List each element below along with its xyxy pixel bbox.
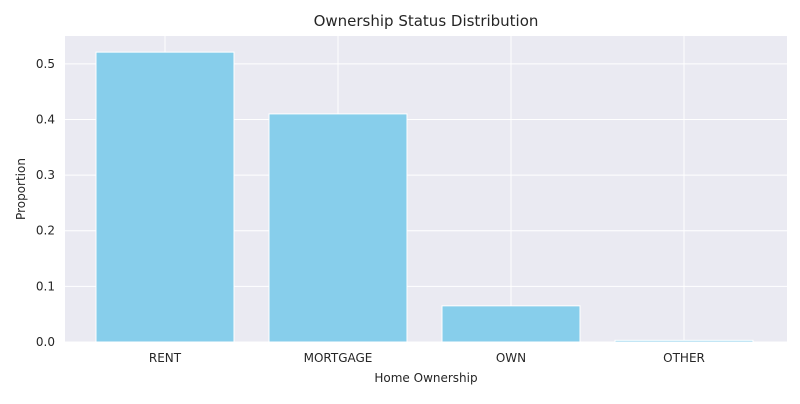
bar-rent [95,51,235,343]
chart-title: Ownership Status Distribution [314,12,539,30]
x-tick-label: OTHER [663,351,705,365]
bar-other [614,339,754,343]
x-tick-label: OWN [496,351,526,365]
y-tick-label: 0.1 [36,279,55,293]
x-tick-label: RENT [149,351,182,365]
y-tick-label: 0.0 [36,335,55,349]
y-axis-label: Proportion [14,158,28,220]
x-axis-label: Home Ownership [374,371,477,385]
y-tick-label: 0.2 [36,224,55,238]
y-tick-labels: 0.0 0.1 0.2 0.3 0.4 0.5 [36,57,55,349]
bars [95,51,754,343]
y-tick-label: 0.3 [36,168,55,182]
bar-mortgage [268,113,408,343]
x-tick-labels: RENT MORTGAGE OWN OTHER [149,351,705,365]
y-tick-label: 0.4 [36,112,55,126]
x-tick-label: MORTGAGE [304,351,373,365]
y-tick-label: 0.5 [36,57,55,71]
bar-own [441,305,581,343]
